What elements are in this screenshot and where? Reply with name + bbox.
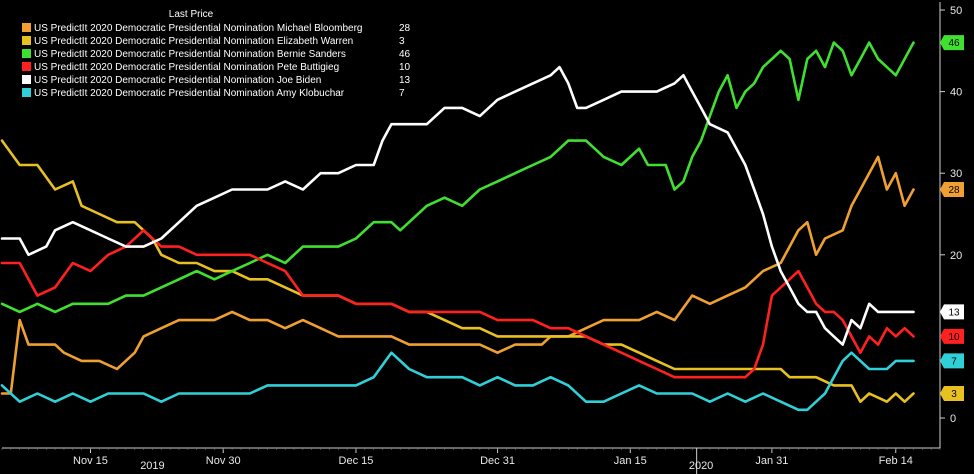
legend-swatch — [22, 36, 31, 45]
x-tick-label: Nov 30 — [206, 455, 241, 467]
year-label: 2020 — [689, 460, 713, 472]
legend-entry-label: US PredictIt 2020 Democratic Presidentia… — [34, 23, 362, 34]
y-tick-label: 20 — [950, 250, 962, 262]
legend-entry-value: 13 — [399, 75, 411, 86]
last-value-badge-label: 13 — [948, 307, 960, 318]
series-line-1 — [0, 139, 915, 403]
series-line-3 — [0, 229, 915, 379]
x-tick-label: Jan 31 — [755, 455, 788, 467]
legend-swatch — [22, 23, 31, 32]
last-value-badge-3 — [940, 328, 964, 344]
x-tick-label: Dec 31 — [480, 455, 515, 467]
y-tick-label: 30 — [950, 168, 962, 180]
year-label: 2019 — [140, 460, 164, 472]
last-value-badge-1 — [940, 386, 964, 402]
series-line-4 — [0, 65, 915, 346]
last-value-badge-4 — [940, 304, 964, 320]
legend-entry-value: 3 — [399, 36, 405, 47]
x-tick-label: Jan 15 — [614, 455, 647, 467]
legend-entry-label: US PredictIt 2020 Democratic Presidentia… — [34, 49, 346, 60]
series-line-2 — [0, 41, 915, 314]
legend-entry-label: US PredictIt 2020 Democratic Presidentia… — [34, 75, 321, 86]
last-value-badge-label: 7 — [951, 356, 957, 367]
legend-swatch — [22, 75, 31, 84]
legend-swatch — [22, 49, 31, 58]
last-value-badge-5 — [940, 353, 964, 369]
last-value-badge-label: 3 — [951, 389, 957, 400]
last-value-badge-0 — [940, 182, 964, 198]
legend-entry-value: 7 — [399, 88, 405, 99]
x-tick-label: Feb 14 — [879, 455, 913, 467]
series-line-5 — [0, 351, 915, 412]
y-tick-label: 0 — [950, 413, 956, 425]
legend-swatch — [22, 88, 31, 97]
x-tick-label: Dec 15 — [339, 455, 374, 467]
series-line-0 — [0, 155, 915, 395]
legend-entry-label: US PredictIt 2020 Democratic Presidentia… — [34, 62, 339, 73]
legend-entry-value: 46 — [399, 49, 411, 60]
legend: Last Price US PredictIt 2020 Democratic P… — [20, 4, 415, 99]
last-value-badge-label: 28 — [948, 185, 960, 196]
y-tick-label: 50 — [950, 5, 962, 17]
legend-swatch — [22, 62, 31, 71]
legend-box — [20, 4, 415, 99]
legend-entry-value: 28 — [399, 23, 411, 34]
last-value-badge-2 — [940, 35, 964, 51]
last-value-badge-label: 10 — [948, 332, 960, 343]
last-value-badges: 28 3 46 10 13 7 — [940, 35, 964, 402]
x-tick-label: Nov 15 — [73, 455, 108, 467]
legend-entry-label: US PredictIt 2020 Democratic Presidentia… — [34, 88, 345, 99]
y-tick-label: 40 — [950, 87, 962, 99]
legend-entry-value: 10 — [399, 62, 411, 73]
last-value-badge-label: 46 — [948, 38, 960, 49]
legend-entry-label: US PredictIt 2020 Democratic Presidentia… — [34, 36, 353, 47]
legend-title: Last Price — [169, 9, 214, 20]
series-lines — [0, 41, 915, 412]
